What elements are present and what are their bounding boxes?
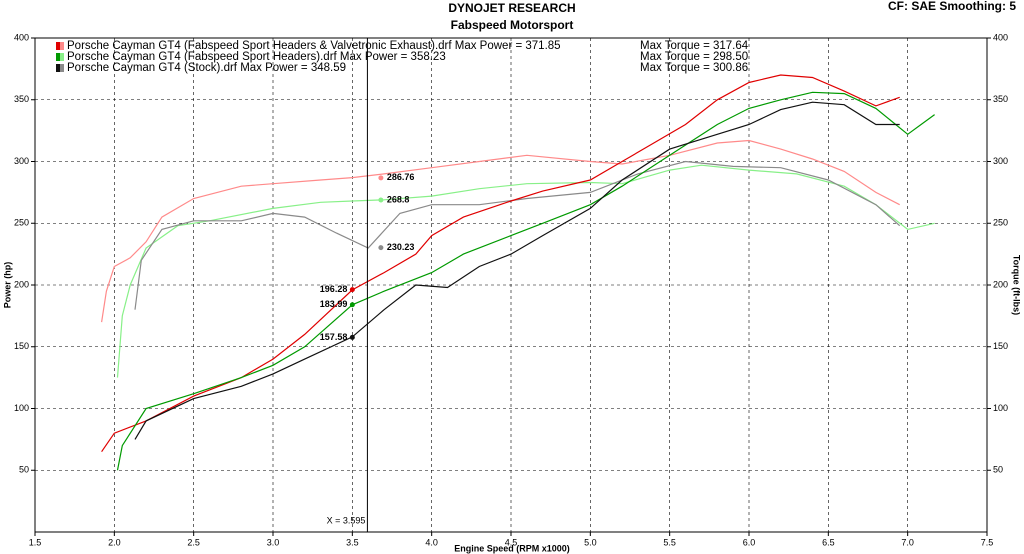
y2-tick-label: 100 bbox=[993, 403, 1008, 413]
y-tick-label: 400 bbox=[14, 32, 29, 42]
torque-line bbox=[116, 164, 935, 378]
power-marker-label: 157.58 bbox=[320, 332, 348, 342]
x-tick-label: 2.0 bbox=[108, 537, 121, 547]
power-line bbox=[134, 101, 900, 440]
y-tick-label: 200 bbox=[14, 279, 29, 289]
x-tick-label: 3.0 bbox=[267, 537, 280, 547]
cursor-label: X = 3.595 bbox=[327, 515, 366, 525]
y2-tick-label: 150 bbox=[993, 341, 1008, 351]
y2-tick-label: 50 bbox=[993, 465, 1003, 475]
power-marker-label: 196.28 bbox=[320, 284, 348, 294]
legend-swatch bbox=[60, 53, 64, 61]
legend-swatch bbox=[60, 42, 64, 50]
legend-swatch bbox=[60, 64, 64, 72]
power-marker-label: 183.99 bbox=[320, 299, 348, 309]
y2-tick-label: 400 bbox=[993, 32, 1008, 42]
y2-tick-label: 300 bbox=[993, 156, 1008, 166]
y-tick-label: 350 bbox=[14, 94, 29, 104]
x-tick-label: 3.5 bbox=[346, 537, 359, 547]
power-line bbox=[116, 91, 935, 471]
legend-entry: Max Torque = 298.50 bbox=[640, 51, 748, 63]
y-tick-label: 300 bbox=[14, 156, 29, 166]
x-tick-label: 2.5 bbox=[187, 537, 200, 547]
x-tick-label: 5.0 bbox=[584, 537, 597, 547]
x-tick-label: 1.5 bbox=[29, 537, 42, 547]
y-tick-label: 150 bbox=[14, 341, 29, 351]
y-tick-label: 50 bbox=[19, 465, 29, 475]
legend-swatch bbox=[56, 42, 60, 50]
y-tick-label: 100 bbox=[14, 403, 29, 413]
chart-subtitle: Fabspeed Motorsport bbox=[451, 18, 574, 32]
legend-swatch bbox=[56, 64, 60, 72]
y2-tick-label: 200 bbox=[993, 279, 1008, 289]
chart-title: DYNOJET RESEARCH bbox=[448, 1, 575, 15]
y-axis-label: Power (hp) bbox=[2, 262, 12, 309]
x-tick-label: 4.0 bbox=[425, 537, 438, 547]
torque-marker bbox=[378, 197, 384, 203]
settings-text: CF: SAE Smoothing: 5 bbox=[888, 0, 1016, 13]
torque-marker-label: 286.76 bbox=[387, 172, 415, 182]
legend-entry: Porsche Cayman GT4 (Fabspeed Sport Heade… bbox=[67, 40, 561, 52]
torque-marker-label: 268.8 bbox=[387, 194, 410, 204]
legend-entry: Max Torque = 300.86 bbox=[640, 62, 748, 74]
x-axis-label: Engine Speed (RPM x1000) bbox=[454, 543, 570, 553]
x-tick-label: 7.0 bbox=[901, 537, 914, 547]
torque-line bbox=[101, 139, 900, 323]
y-tick-label: 250 bbox=[14, 218, 29, 228]
legend-entry: Porsche Cayman GT4 (Stock).drf Max Power… bbox=[67, 62, 346, 74]
torque-marker bbox=[378, 245, 384, 251]
x-tick-label: 7.5 bbox=[981, 537, 994, 547]
y2-tick-label: 250 bbox=[993, 218, 1008, 228]
x-tick-label: 4.5 bbox=[505, 537, 518, 547]
x-tick-label: 6.0 bbox=[743, 537, 756, 547]
x-tick-label: 5.5 bbox=[663, 537, 676, 547]
y2-tick-label: 350 bbox=[993, 94, 1008, 104]
y2-axis-label: Torque (ft-lbs) bbox=[1012, 255, 1022, 315]
legend-entry: Max Torque = 317.64 bbox=[640, 40, 749, 52]
power-marker bbox=[349, 302, 355, 308]
x-tick-label: 6.5 bbox=[822, 537, 835, 547]
legend-entry: Porsche Cayman GT4 (Fabspeed Sport Heade… bbox=[67, 51, 446, 63]
torque-marker-label: 230.23 bbox=[387, 242, 415, 252]
legend-swatch bbox=[56, 53, 60, 61]
torque-line bbox=[134, 160, 901, 310]
power-marker bbox=[349, 287, 355, 293]
power-marker bbox=[349, 334, 355, 340]
torque-marker bbox=[378, 175, 384, 181]
